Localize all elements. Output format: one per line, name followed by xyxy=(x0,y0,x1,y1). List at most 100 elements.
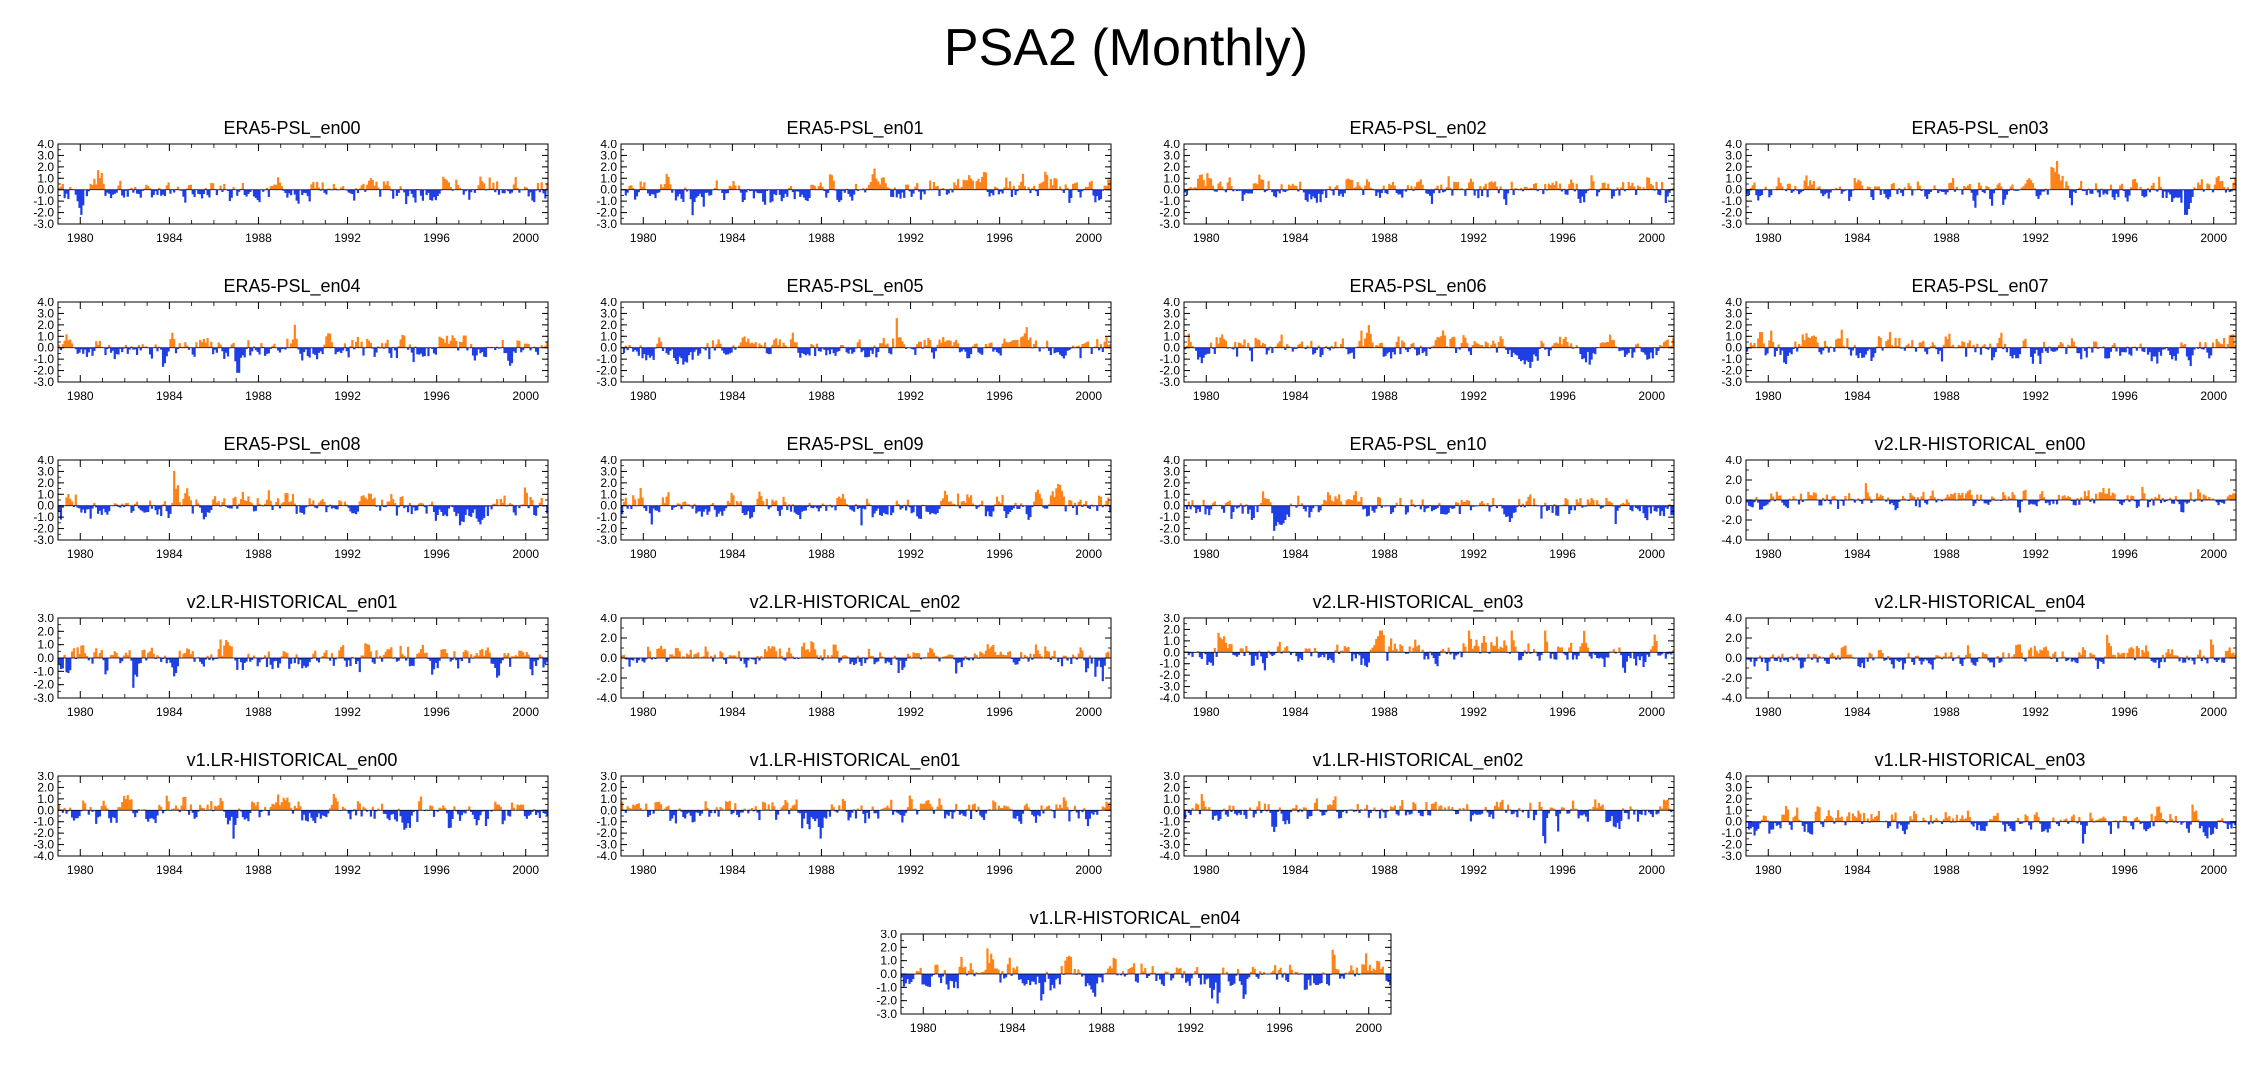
negative-bar xyxy=(297,658,300,665)
negative-bar xyxy=(2096,189,2100,193)
positive-bar xyxy=(239,188,243,190)
negative-bar xyxy=(1497,189,1500,194)
negative-bar xyxy=(375,505,378,507)
positive-bar xyxy=(328,504,332,506)
negative-bar xyxy=(1319,189,1322,203)
negative-bar xyxy=(1970,189,1973,193)
positive-bar xyxy=(2180,342,2183,348)
negative-bar xyxy=(1284,347,1287,350)
negative-bar xyxy=(713,505,717,510)
positive-bar xyxy=(96,170,100,190)
negative-bar xyxy=(646,347,650,355)
positive-bar xyxy=(845,188,848,190)
positive-bar xyxy=(1059,484,1062,506)
negative-bar xyxy=(455,505,458,517)
positive-bar xyxy=(1855,182,1858,190)
negative-bar xyxy=(2074,500,2077,506)
negative-bar xyxy=(658,189,661,193)
negative-bar xyxy=(1274,505,1278,526)
positive-bar xyxy=(1963,342,1966,348)
positive-bar xyxy=(351,339,354,348)
positive-bar xyxy=(1646,177,1649,190)
plot-frame xyxy=(620,143,1112,225)
negative-bar xyxy=(455,658,458,661)
negative-bar xyxy=(2189,189,2192,203)
positive-bar xyxy=(927,337,930,348)
positive-bar xyxy=(418,503,421,506)
positive-bar xyxy=(1053,496,1056,506)
negative-bar xyxy=(1653,505,1656,512)
positive-bar xyxy=(399,496,402,506)
negative-bar xyxy=(408,189,412,191)
positive-bar xyxy=(1256,339,1259,348)
positive-bar xyxy=(977,178,980,190)
positive-bar xyxy=(1809,495,1812,500)
positive-bar xyxy=(70,343,74,348)
negative-bar xyxy=(468,505,471,517)
negative-bar xyxy=(1495,505,1499,509)
positive-bar xyxy=(2100,188,2103,190)
negative-bar xyxy=(503,347,506,354)
positive-bar xyxy=(749,343,752,348)
negative-bar xyxy=(434,347,437,355)
negative-bar xyxy=(1753,500,1756,503)
positive-bar xyxy=(656,648,659,658)
negative-bar xyxy=(134,658,137,675)
y-tick-label: -1.0 xyxy=(1721,194,1742,208)
negative-bar xyxy=(304,658,308,668)
positive-bar xyxy=(1445,187,1448,190)
negative-bar xyxy=(412,189,415,198)
positive-bar xyxy=(1020,337,1023,348)
positive-bar xyxy=(221,502,224,506)
positive-bar xyxy=(330,342,334,348)
positive-bar xyxy=(1287,184,1291,190)
negative-bar xyxy=(254,189,257,198)
negative-bar xyxy=(2039,189,2042,196)
y-tick-label: 0.0 xyxy=(37,341,54,355)
negative-bar xyxy=(2037,347,2040,356)
positive-bar xyxy=(1438,337,1441,348)
positive-bar xyxy=(204,188,207,190)
negative-bar xyxy=(432,347,436,354)
positive-bar xyxy=(2198,184,2202,190)
positive-bar xyxy=(1794,341,1797,348)
negative-bar xyxy=(724,189,728,194)
positive-bar xyxy=(904,184,908,190)
negative-bar xyxy=(145,505,148,513)
negative-bar xyxy=(1471,505,1474,507)
positive-bar xyxy=(1668,346,1671,348)
positive-bar xyxy=(470,343,473,348)
negative-bar xyxy=(646,189,650,194)
y-tick-label: 0.0 xyxy=(37,499,54,513)
negative-bar xyxy=(1786,500,1790,509)
negative-bar xyxy=(2148,500,2151,502)
x-tick-label: 1996 xyxy=(1549,231,1576,245)
negative-bar xyxy=(1401,189,1404,198)
negative-bar xyxy=(626,658,629,660)
negative-bar xyxy=(273,658,276,662)
negative-bar xyxy=(2016,500,2020,508)
y-tick-label: 4.0 xyxy=(1725,456,1742,467)
negative-bar xyxy=(2211,189,2215,193)
negative-bar xyxy=(921,347,924,349)
positive-bar xyxy=(1799,493,1803,500)
y-tick-label: 2.0 xyxy=(1725,473,1742,487)
positive-bar xyxy=(947,340,950,348)
negative-bar xyxy=(1503,505,1506,515)
positive-bar xyxy=(1096,339,1099,348)
negative-bar xyxy=(1775,347,1778,351)
positive-bar xyxy=(810,641,813,658)
positive-bar xyxy=(1812,492,1816,500)
negative-bar xyxy=(1062,189,1065,193)
negative-bar xyxy=(624,189,627,196)
negative-bar xyxy=(1345,347,1348,350)
negative-bar xyxy=(1818,347,1821,353)
negative-bar xyxy=(61,658,64,669)
negative-bar xyxy=(880,505,884,516)
positive-bar xyxy=(854,183,858,190)
negative-bar xyxy=(2106,347,2109,359)
negative-bar xyxy=(1557,505,1560,516)
negative-bar xyxy=(882,505,885,513)
positive-bar xyxy=(1073,183,1077,190)
positive-bar xyxy=(2085,496,2088,500)
